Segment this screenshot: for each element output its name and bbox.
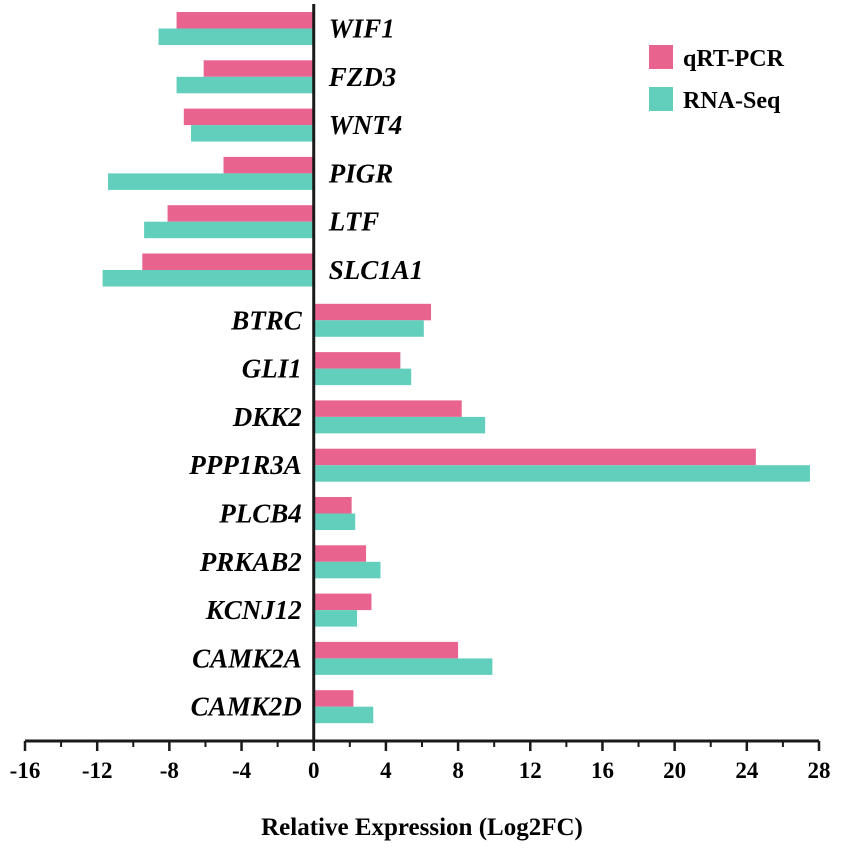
gene-label-btrc: BTRC <box>230 305 303 335</box>
x-tick-label: 20 <box>663 758 686 783</box>
bar-rna-seq-fzd3 <box>176 76 314 94</box>
gene-label-plcb4: PLCB4 <box>218 499 302 529</box>
legend-label-rna-seq: RNA-Seq <box>683 88 781 114</box>
gene-label-slc1a1: SLC1A1 <box>329 255 424 285</box>
bar-qrt-pcr-prkab2 <box>313 545 367 562</box>
x-tick-label: 0 <box>308 758 320 783</box>
legend: qRT-PCR RNA-Seq <box>649 45 785 114</box>
bar-rna-seq-ltf <box>144 221 314 239</box>
x-tick-label: 24 <box>735 758 759 783</box>
legend-swatch-rna-seq <box>649 87 673 111</box>
legend-swatch-qrt-pcr <box>649 45 673 69</box>
gene-label-gli1: GLI1 <box>242 354 302 384</box>
bar-rna-seq-gli1 <box>313 368 412 386</box>
x-tick-label: 12 <box>519 758 542 783</box>
bar-rna-seq-ppp1r3a <box>313 465 810 482</box>
gene-label-fzd3: FZD3 <box>328 62 397 92</box>
x-tick-label: 8 <box>452 758 464 783</box>
legend-label-qrt-pcr: qRT-PCR <box>683 46 785 72</box>
gene-label-wif1: WIF1 <box>329 14 395 44</box>
bar-rna-seq-prkab2 <box>313 561 381 579</box>
bar-qrt-pcr-wnt4 <box>183 108 314 126</box>
bar-qrt-pcr-ltf <box>167 205 314 222</box>
gene-label-camk2d: CAMK2D <box>191 692 302 722</box>
x-axis-label: Relative Expression (Log2FC) <box>261 814 583 841</box>
gene-labels-layer: WIF1 FZD3 WNT4 PIGR LTF SLC1A1 BTRC GLI1 DKK2 PPP… <box>188 14 423 722</box>
bar-rna-seq-dkk2 <box>313 416 486 434</box>
bar-rna-seq-kcnj12 <box>313 610 358 627</box>
gene-label-dkk2: DKK2 <box>232 402 302 432</box>
gene-label-wnt4: WNT4 <box>329 110 403 140</box>
gene-label-pigr: PIGR <box>328 158 394 188</box>
bar-rna-seq-wnt4 <box>191 125 314 142</box>
gene-label-camk2a: CAMK2A <box>192 643 302 673</box>
bar-qrt-pcr-camk2d <box>313 690 354 707</box>
x-tick-label: -16 <box>10 758 41 783</box>
bar-qrt-pcr-kcnj12 <box>313 593 372 611</box>
bars-layer <box>102 12 810 724</box>
bar-qrt-pcr-dkk2 <box>313 400 462 417</box>
x-tick-label: 4 <box>380 758 392 783</box>
bar-rna-seq-plcb4 <box>313 513 356 530</box>
bar-qrt-pcr-ppp1r3a <box>313 448 756 466</box>
x-axis: -16 -12 -8 -4 0 4 8 12 16 20 24 28 <box>10 739 831 783</box>
gene-label-ppp1r3a: PPP1R3A <box>188 450 302 480</box>
bar-rna-seq-pigr <box>108 173 314 190</box>
gene-label-kcnj12: KCNJ12 <box>205 595 302 625</box>
gene-label-prkab2: PRKAB2 <box>199 547 302 577</box>
bar-qrt-pcr-camk2a <box>313 641 459 659</box>
bar-rna-seq-camk2d <box>313 706 374 724</box>
bar-rna-seq-camk2a <box>313 658 493 675</box>
bar-qrt-pcr-pigr <box>223 156 314 174</box>
x-tick-label: -12 <box>82 758 113 783</box>
x-tick-label: -4 <box>232 758 252 783</box>
bar-qrt-pcr-gli1 <box>313 352 401 369</box>
bar-rna-seq-wif1 <box>158 28 314 45</box>
x-tick-label: 16 <box>591 758 614 783</box>
x-tick-label: 28 <box>808 758 831 783</box>
bar-qrt-pcr-slc1a1 <box>142 253 314 270</box>
bar-qrt-pcr-btrc <box>313 303 432 321</box>
bar-rna-seq-slc1a1 <box>102 270 314 287</box>
bar-qrt-pcr-plcb4 <box>313 497 352 514</box>
bar-qrt-pcr-fzd3 <box>203 60 314 77</box>
bar-qrt-pcr-wif1 <box>176 12 314 29</box>
x-tick-label: -8 <box>160 758 179 783</box>
gene-label-ltf: LTF <box>328 207 380 237</box>
bar-rna-seq-btrc <box>313 320 424 337</box>
